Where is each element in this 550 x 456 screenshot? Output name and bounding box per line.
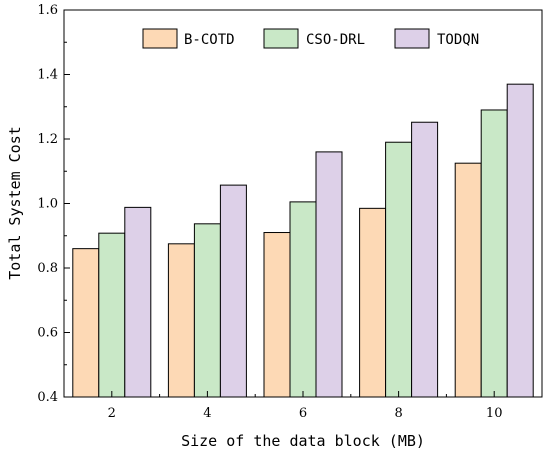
x-tick-label: 6 — [299, 406, 307, 421]
legend-label-b-cotd: B-COTD — [184, 32, 235, 48]
bars-group — [72, 83, 534, 398]
x-tick-label: 8 — [394, 406, 402, 421]
y-tick-label: 0.8 — [37, 261, 58, 276]
bar-todqn-4 — [219, 184, 247, 398]
y-tick-label: 1.0 — [37, 197, 58, 212]
x-tick-label: 4 — [203, 406, 211, 421]
x-axis: 2 4 6 8 10 — [63, 391, 543, 421]
y-axis-label: Total System Cost — [6, 126, 24, 280]
legend: B-COTD CSO-DRL TODQN — [142, 28, 479, 49]
x-tick-label: 2 — [108, 406, 116, 421]
legend-swatch-b-cotd — [142, 28, 178, 49]
legend-label-cso-drl: CSO-DRL — [306, 32, 365, 48]
bar-cso-drl-4 — [193, 223, 221, 398]
bar-b-cotd-8 — [359, 207, 387, 398]
bar-todqn-8 — [411, 121, 439, 398]
y-tick-label: 1.4 — [37, 68, 58, 83]
bar-cso-drl-8 — [385, 141, 413, 398]
bar-todqn-6 — [315, 151, 343, 398]
y-tick-label: 1.2 — [37, 132, 58, 147]
y-tick-label: 0.4 — [37, 390, 58, 405]
y-axis: 0.4 0.6 0.8 1.0 1.2 1.4 1.6 — [37, 3, 70, 405]
bar-cso-drl-10 — [480, 109, 508, 398]
bar-todqn-2 — [124, 206, 152, 398]
bar-cso-drl-2 — [98, 232, 126, 398]
bar-cso-drl-6 — [289, 201, 317, 398]
bar-b-cotd-10 — [454, 162, 482, 398]
x-tick-label: 10 — [486, 406, 503, 421]
y-tick-label: 0.6 — [37, 326, 58, 341]
legend-swatch-todqn — [394, 28, 430, 49]
legend-swatch-cso-drl — [263, 28, 299, 49]
bar-b-cotd-2 — [72, 248, 100, 398]
y-tick-label: 1.6 — [37, 3, 58, 18]
bar-b-cotd-4 — [167, 243, 195, 398]
bar-todqn-10 — [506, 83, 534, 398]
legend-label-todqn: TODQN — [437, 32, 479, 48]
bar-b-cotd-6 — [263, 232, 291, 398]
x-axis-label: Size of the data block (MB) — [181, 432, 425, 450]
